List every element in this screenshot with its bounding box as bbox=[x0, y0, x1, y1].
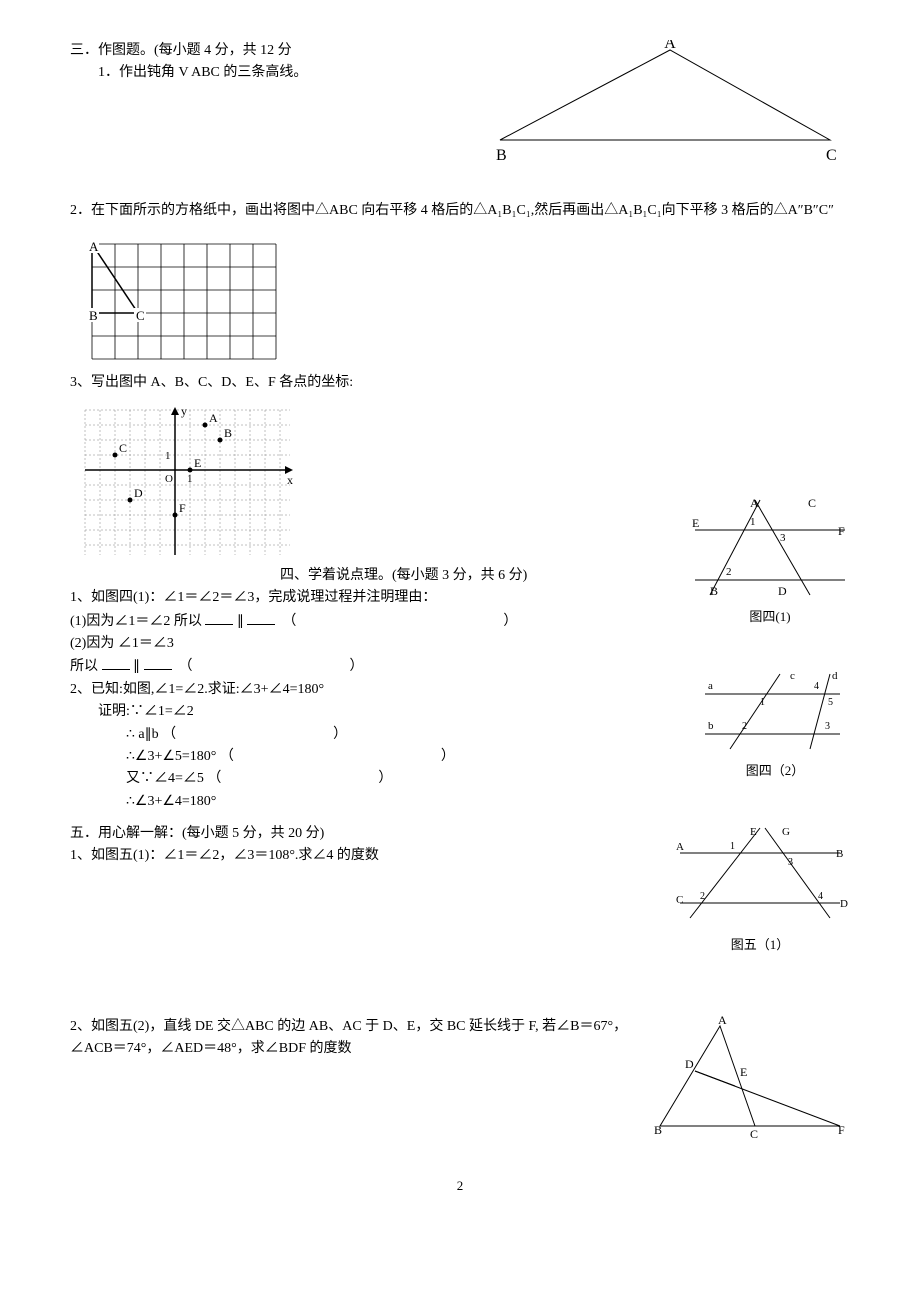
svg-text:4: 4 bbox=[814, 681, 819, 692]
blank[interactable] bbox=[247, 610, 275, 625]
svg-text:1: 1 bbox=[760, 697, 765, 708]
section3-title: 三．作图题。(每小题 4 分，共 12 分 bbox=[70, 40, 490, 62]
svg-text:B: B bbox=[710, 584, 718, 598]
svg-text:E: E bbox=[194, 456, 201, 470]
svg-text:A: A bbox=[209, 411, 218, 425]
svg-text:c: c bbox=[790, 670, 795, 682]
fig-grid-translate: A B C bbox=[80, 232, 850, 362]
blank[interactable] bbox=[102, 655, 130, 670]
svg-text:A: A bbox=[718, 1016, 727, 1027]
svg-text:C: C bbox=[119, 441, 127, 455]
svg-text:y: y bbox=[181, 405, 187, 418]
svg-text:B: B bbox=[836, 848, 843, 860]
svg-text:C: C bbox=[676, 894, 683, 906]
svg-text:1: 1 bbox=[730, 841, 735, 852]
svg-text:d: d bbox=[832, 670, 838, 682]
triangle-label-c: C bbox=[826, 147, 837, 164]
svg-text:A: A bbox=[676, 841, 684, 853]
svg-text:5: 5 bbox=[828, 697, 833, 708]
svg-text:x: x bbox=[287, 473, 293, 487]
svg-text:a: a bbox=[708, 680, 713, 692]
svg-text:D: D bbox=[685, 1057, 694, 1071]
svg-text:F: F bbox=[838, 524, 845, 538]
svg-text:1: 1 bbox=[165, 450, 171, 462]
svg-text:1: 1 bbox=[750, 516, 756, 528]
page-number: 2 bbox=[70, 1176, 850, 1197]
svg-text:3: 3 bbox=[788, 857, 793, 868]
svg-text:O: O bbox=[165, 473, 173, 485]
svg-text:C: C bbox=[750, 1127, 758, 1141]
svg-text:D: D bbox=[778, 584, 787, 598]
grid-label-a: A bbox=[89, 239, 99, 254]
svg-text:4: 4 bbox=[818, 891, 823, 902]
fig4-2: a b c d 1 2 3 4 5 图四（2） bbox=[700, 669, 850, 782]
svg-text:A: A bbox=[750, 496, 759, 510]
fig5-1: A B C D E G 1 2 3 4 图五（1） bbox=[670, 823, 850, 956]
svg-text:G: G bbox=[782, 826, 790, 838]
svg-text:C: C bbox=[808, 496, 816, 510]
svg-text:1: 1 bbox=[187, 473, 193, 485]
blank[interactable] bbox=[205, 610, 233, 625]
svg-text:E: E bbox=[740, 1065, 747, 1079]
svg-text:F: F bbox=[179, 501, 186, 515]
svg-text:2: 2 bbox=[742, 721, 747, 732]
q3-2-text: 2．在下面所示的方格纸中，画出将图中△ABC 向右平移 4 格后的△A₁B₁C₁… bbox=[70, 200, 850, 222]
svg-text:E: E bbox=[692, 516, 699, 530]
grid-label-c: C bbox=[136, 308, 145, 323]
fig5-2: A B C D E F bbox=[650, 1016, 850, 1146]
fig4-1: A C E F B D 1 3 2 图四(1) bbox=[690, 495, 850, 628]
svg-text:D: D bbox=[134, 486, 143, 500]
svg-text:2: 2 bbox=[700, 891, 705, 902]
triangle-label-b: B bbox=[496, 147, 507, 164]
blank[interactable] bbox=[144, 655, 172, 670]
svg-text:2: 2 bbox=[726, 566, 732, 578]
svg-text:D: D bbox=[840, 898, 848, 910]
q3-1-text: 1．作出钝角 V ABC 的三条高线。 bbox=[98, 62, 490, 84]
svg-text:3: 3 bbox=[780, 532, 786, 544]
section4-title: 四、学着说点理。(每小题 3 分，共 6 分) bbox=[280, 565, 527, 587]
svg-text:B: B bbox=[224, 426, 232, 440]
svg-text:F: F bbox=[838, 1123, 845, 1137]
q3-3-text: 3、写出图中 A、B、C、D、E、F 各点的坐标: bbox=[70, 372, 850, 394]
grid-label-b: B bbox=[89, 308, 98, 323]
svg-text:B: B bbox=[654, 1123, 662, 1137]
svg-text:E: E bbox=[750, 826, 757, 838]
svg-text:b: b bbox=[708, 720, 714, 732]
triangle-label-a: A bbox=[664, 40, 676, 52]
svg-text:3: 3 bbox=[825, 721, 830, 732]
fig-triangle-abc: A B C bbox=[490, 40, 850, 170]
